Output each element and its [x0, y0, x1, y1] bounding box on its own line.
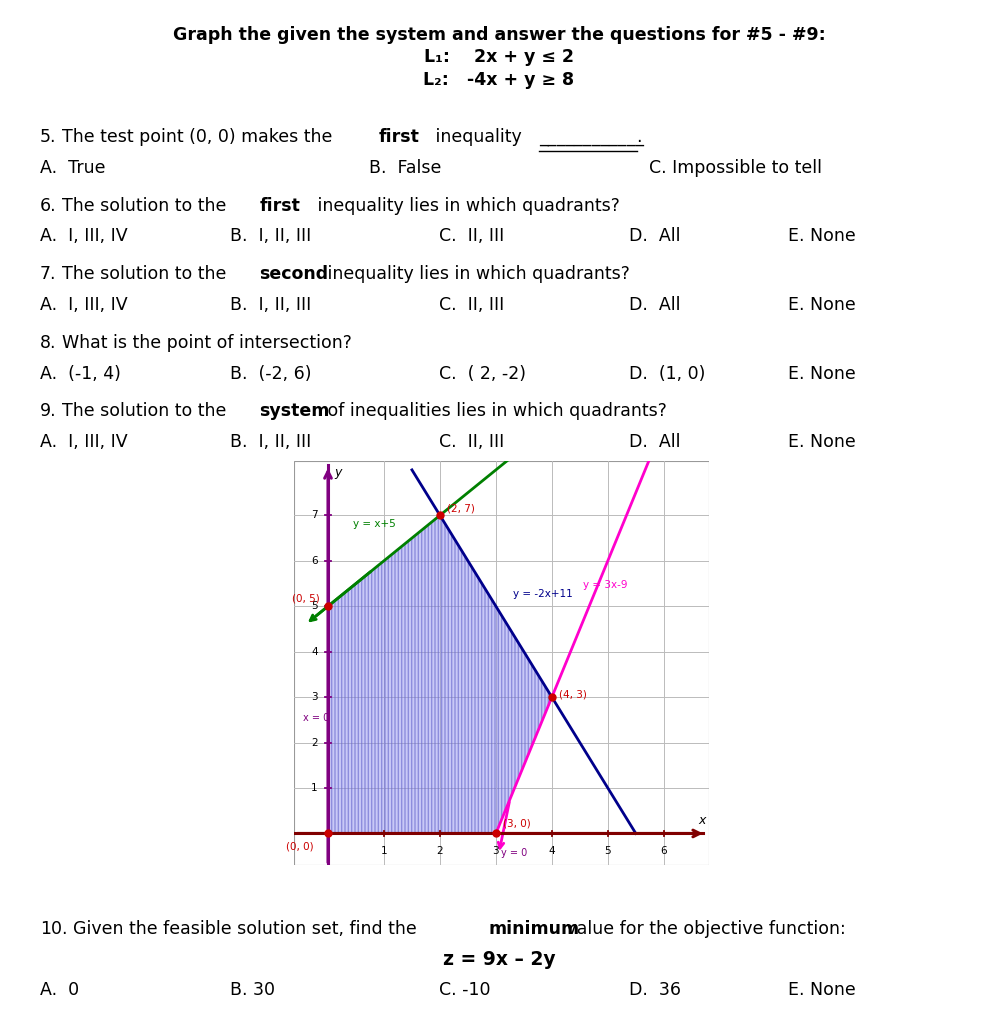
Text: of inequalities lies in which quadrants?: of inequalities lies in which quadrants?: [322, 402, 667, 421]
Text: 2: 2: [436, 846, 443, 856]
Text: B.  I, II, III: B. I, II, III: [230, 433, 310, 452]
Text: 7: 7: [311, 510, 318, 520]
Text: 10.: 10.: [40, 920, 68, 938]
Text: The solution to the: The solution to the: [62, 265, 232, 284]
Text: first: first: [378, 128, 419, 146]
Polygon shape: [328, 515, 552, 834]
Text: What is the point of intersection?: What is the point of intersection?: [62, 334, 351, 352]
Text: B. 30: B. 30: [230, 981, 274, 999]
Text: (3, 0): (3, 0): [503, 819, 530, 828]
Text: D.  All: D. All: [629, 227, 681, 246]
Text: A.  I, III, IV: A. I, III, IV: [40, 433, 128, 452]
Text: A.  I, III, IV: A. I, III, IV: [40, 227, 128, 246]
Text: 3: 3: [493, 846, 499, 856]
Text: y = x+5: y = x+5: [353, 519, 396, 528]
Text: E. None: E. None: [788, 365, 856, 383]
Text: y = 0: y = 0: [501, 848, 528, 858]
Text: D.  36: D. 36: [629, 981, 681, 999]
Text: 2: 2: [311, 737, 318, 748]
Text: 5: 5: [605, 846, 611, 856]
Text: E. None: E. None: [788, 296, 856, 314]
Text: 5: 5: [311, 601, 318, 611]
Text: ____________: ____________: [539, 128, 644, 146]
Text: 3: 3: [311, 692, 318, 702]
Text: C. -10: C. -10: [439, 981, 491, 999]
Text: 6: 6: [661, 846, 667, 856]
Text: 9.: 9.: [40, 402, 57, 421]
Text: system: system: [259, 402, 330, 421]
Text: 4: 4: [311, 647, 318, 656]
Text: inequality lies in which quadrants?: inequality lies in which quadrants?: [311, 197, 620, 215]
Text: C.  ( 2, -2): C. ( 2, -2): [439, 365, 526, 383]
Text: L₁:    2x + y ≤ 2: L₁: 2x + y ≤ 2: [424, 48, 574, 67]
Text: 6.: 6.: [40, 197, 57, 215]
Text: y: y: [334, 466, 341, 478]
Text: D.  All: D. All: [629, 296, 681, 314]
Text: C.  II, III: C. II, III: [439, 433, 504, 452]
Text: L₂:   -4x + y ≥ 8: L₂: -4x + y ≥ 8: [423, 71, 575, 89]
Text: 8.: 8.: [40, 334, 57, 352]
Text: (4, 3): (4, 3): [559, 689, 587, 699]
Text: z = 9x – 2y: z = 9x – 2y: [443, 950, 555, 970]
Text: first: first: [259, 197, 300, 215]
Text: (0, 0): (0, 0): [286, 842, 313, 852]
Text: The test point (0, 0) makes the: The test point (0, 0) makes the: [62, 128, 337, 146]
Text: x: x: [699, 814, 706, 827]
Text: B.  I, II, III: B. I, II, III: [230, 296, 310, 314]
Text: A.  0: A. 0: [40, 981, 79, 999]
Text: .: .: [637, 128, 642, 146]
Text: The solution to the: The solution to the: [62, 402, 232, 421]
Text: A.  I, III, IV: A. I, III, IV: [40, 296, 128, 314]
Text: E. None: E. None: [788, 227, 856, 246]
Text: A.  (-1, 4): A. (-1, 4): [40, 365, 121, 383]
Text: 1: 1: [311, 783, 318, 793]
Text: B.  I, II, III: B. I, II, III: [230, 227, 310, 246]
Text: inequality: inequality: [430, 128, 522, 146]
Text: Given the feasible solution set, find the: Given the feasible solution set, find th…: [73, 920, 422, 938]
Text: C.  II, III: C. II, III: [439, 227, 504, 246]
Text: x = 0: x = 0: [302, 713, 329, 723]
Text: 5.: 5.: [40, 128, 57, 146]
Text: y = 3x-9: y = 3x-9: [583, 580, 627, 590]
Text: C.  II, III: C. II, III: [439, 296, 504, 314]
Text: Graph the given the system and answer the questions for #5 - #9:: Graph the given the system and answer th…: [173, 26, 825, 44]
Text: 6: 6: [311, 556, 318, 566]
Text: E. None: E. None: [788, 981, 856, 999]
Text: D.  All: D. All: [629, 433, 681, 452]
Text: second: second: [259, 265, 328, 284]
Text: B.  (-2, 6): B. (-2, 6): [230, 365, 311, 383]
Text: B.  False: B. False: [369, 159, 442, 177]
Text: The solution to the: The solution to the: [62, 197, 232, 215]
Text: 1: 1: [380, 846, 387, 856]
Text: A.  True: A. True: [40, 159, 106, 177]
Text: inequality lies in which quadrants?: inequality lies in which quadrants?: [322, 265, 630, 284]
Text: minimum: minimum: [488, 920, 579, 938]
Text: 7.: 7.: [40, 265, 57, 284]
Text: (0, 5): (0, 5): [291, 594, 319, 604]
Text: E. None: E. None: [788, 433, 856, 452]
Text: D.  (1, 0): D. (1, 0): [629, 365, 706, 383]
Text: C. Impossible to tell: C. Impossible to tell: [649, 159, 821, 177]
Text: y = -2x+11: y = -2x+11: [513, 589, 573, 599]
Text: 4: 4: [549, 846, 555, 856]
Text: (2, 7): (2, 7): [447, 503, 474, 513]
Text: value for the objective function:: value for the objective function:: [561, 920, 845, 938]
